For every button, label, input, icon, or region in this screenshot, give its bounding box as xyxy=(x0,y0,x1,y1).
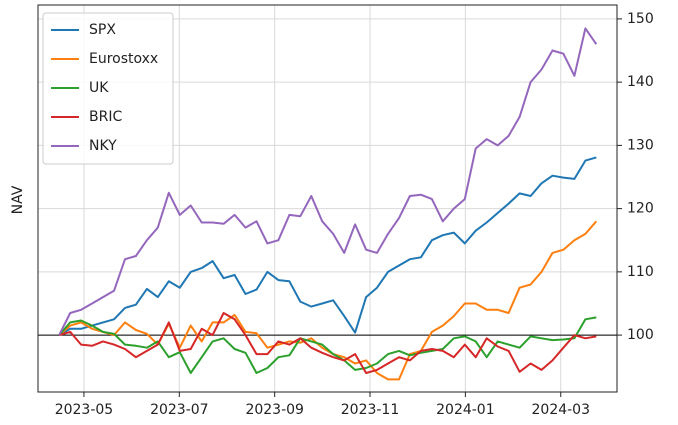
series-line xyxy=(58,220,598,381)
x-tick-label: 2023-05 xyxy=(55,402,114,418)
legend-box xyxy=(42,12,174,165)
series-line xyxy=(58,312,597,374)
x-tick-label: 2023-09 xyxy=(245,402,304,418)
y-tick-label: 130 xyxy=(627,137,654,153)
y-tick-label: 120 xyxy=(627,201,654,217)
y-tick-label: 140 xyxy=(627,74,654,90)
legend-label: BRIC xyxy=(89,109,122,125)
legend-label: UK xyxy=(89,80,109,96)
x-tick-label: 2024-01 xyxy=(436,402,495,418)
y-axis-label: NAV xyxy=(10,185,26,214)
y-tick-label: 110 xyxy=(627,264,654,280)
legend-label: NKY xyxy=(89,138,117,154)
legend-label: SPX xyxy=(89,22,116,38)
legend-label: Eurostoxx xyxy=(89,51,158,67)
series-line xyxy=(58,27,598,336)
series-line xyxy=(58,316,597,374)
series-line xyxy=(58,156,597,336)
y-tick-label: 100 xyxy=(627,327,654,343)
x-tick-label: 2024-03 xyxy=(532,402,591,418)
x-tick-label: 2023-07 xyxy=(150,402,209,418)
plot-frame xyxy=(37,4,618,393)
x-tick-label: 2023-11 xyxy=(341,402,400,418)
y-tick-label: 150 xyxy=(627,11,654,27)
